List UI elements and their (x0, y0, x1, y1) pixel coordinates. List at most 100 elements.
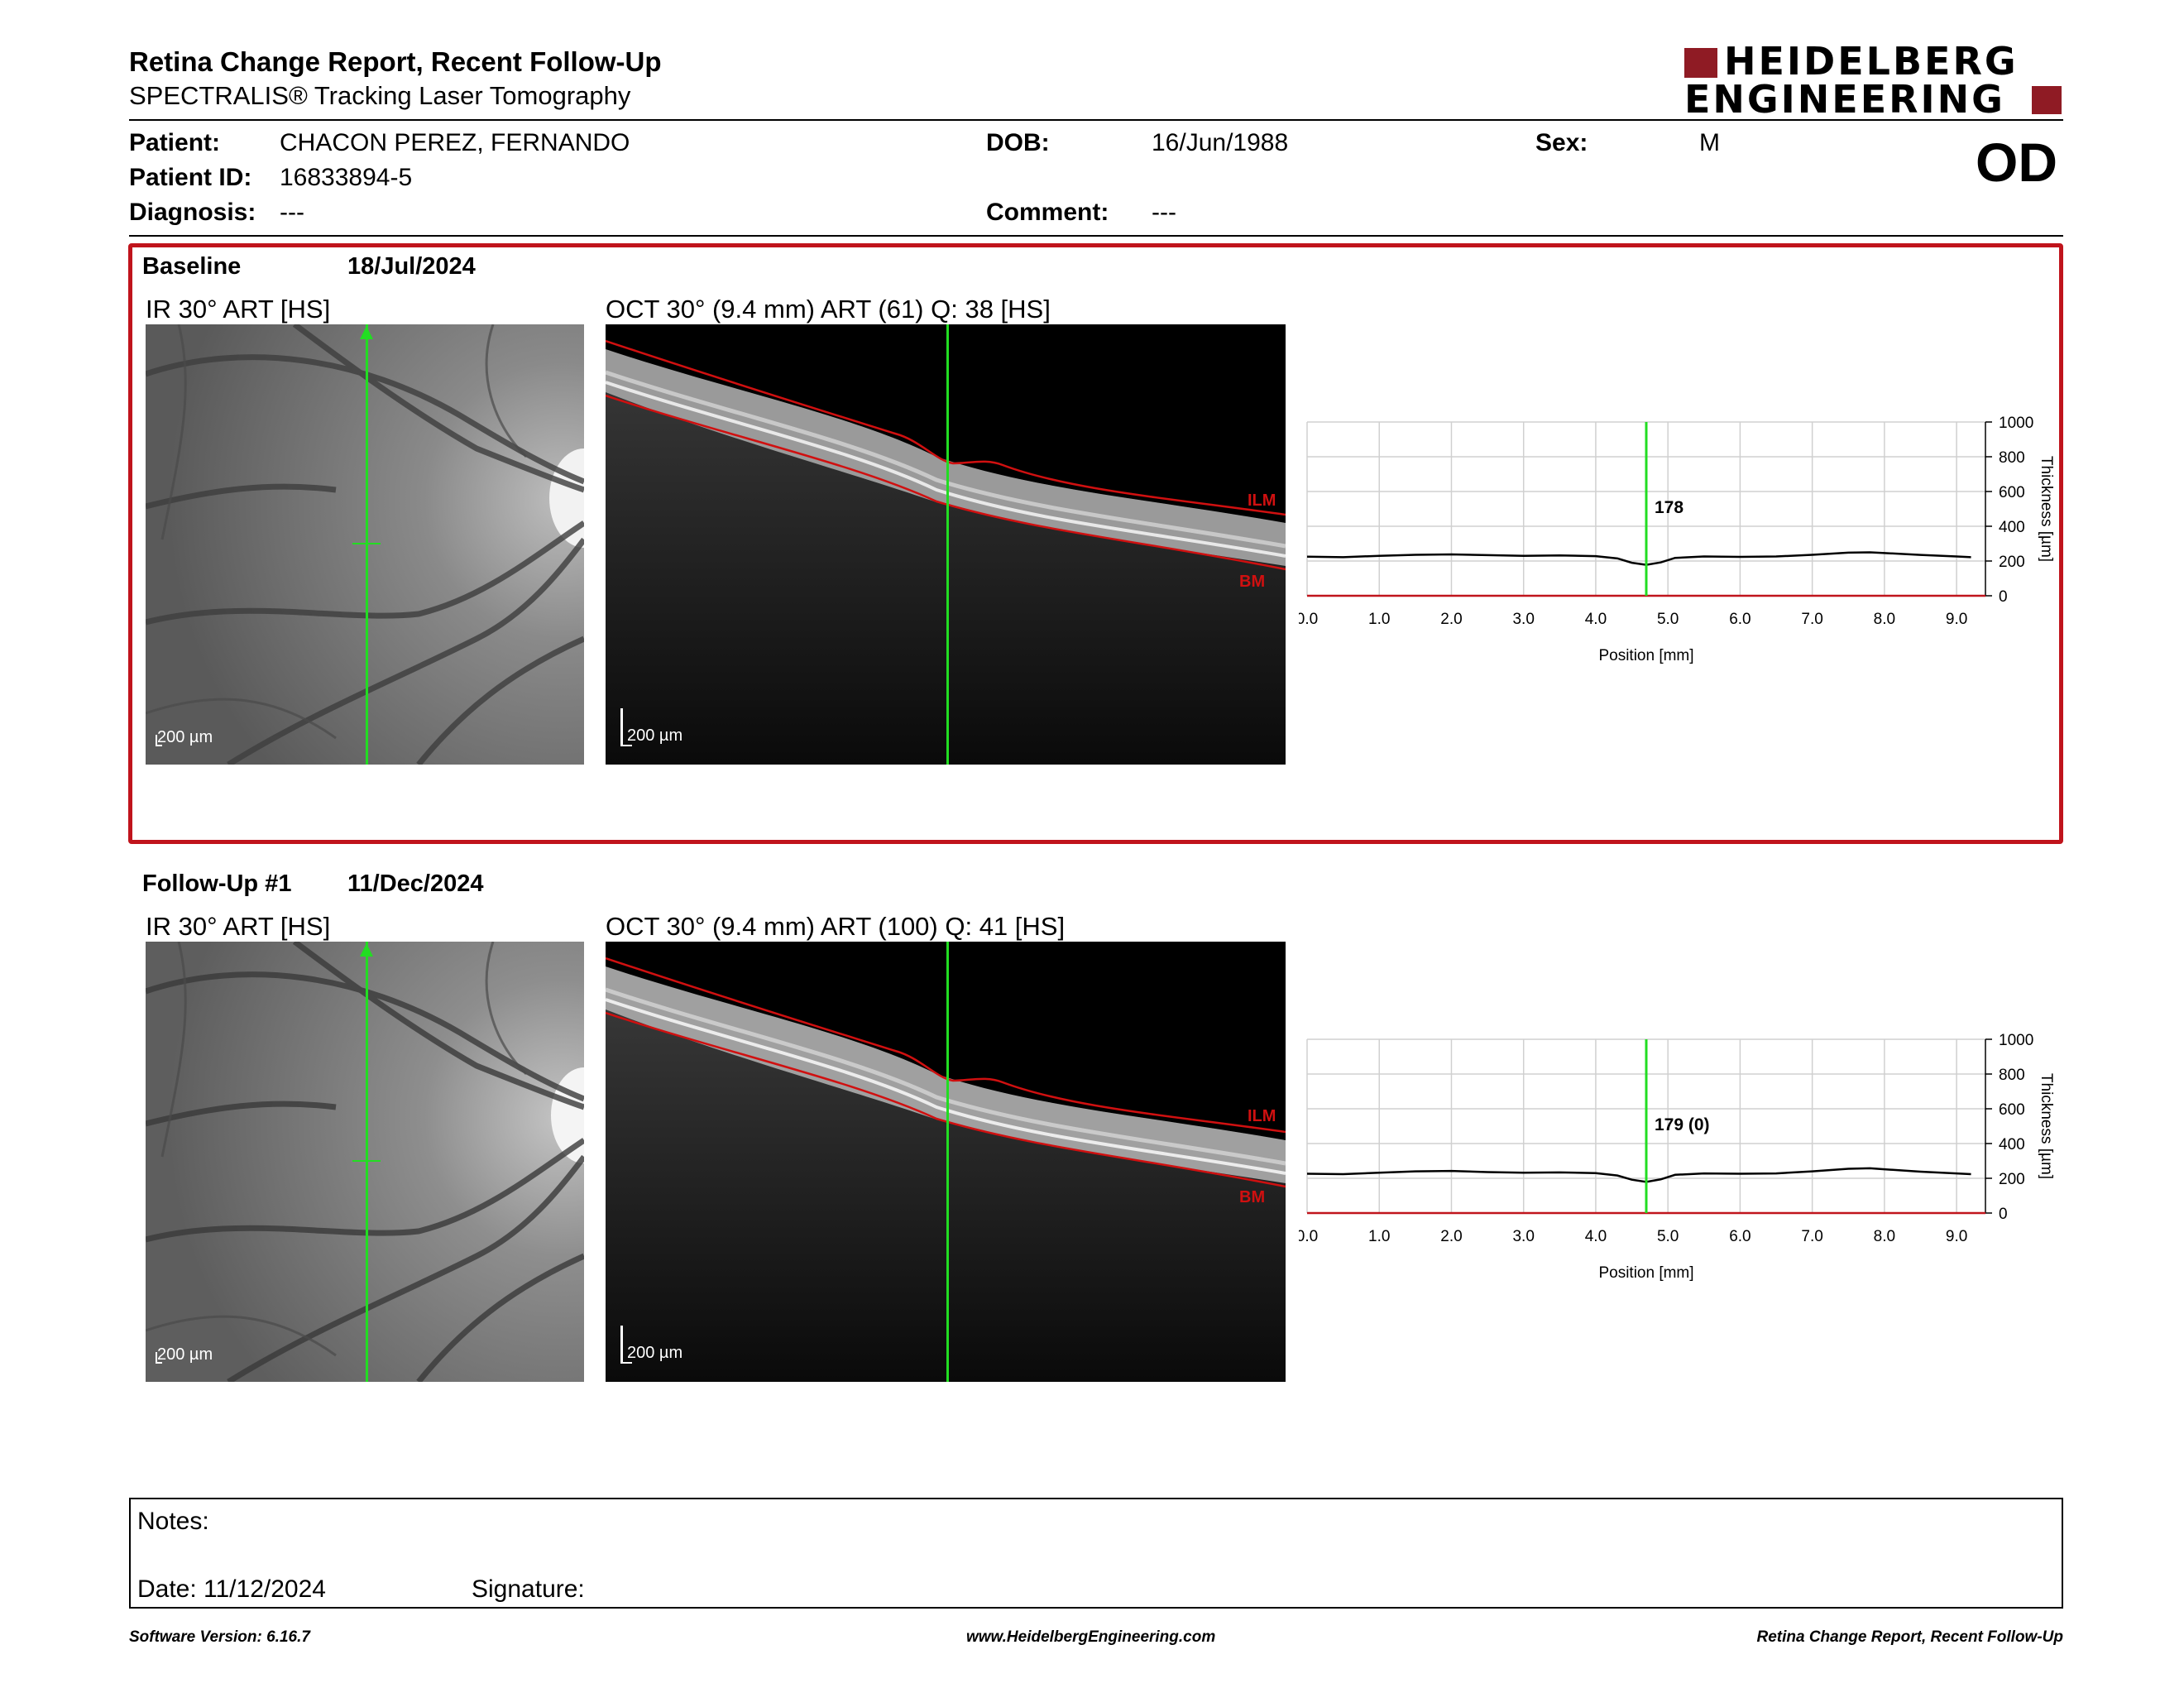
patient-id: 16833894-5 (280, 164, 413, 191)
thickness-series-line (1306, 551, 1971, 566)
logo-line1: HEIDELBERG (1724, 39, 2019, 84)
footer-website[interactable]: www.HeidelbergEngineering.com (966, 1628, 1216, 1646)
patient-divider (129, 235, 2063, 237)
x-tick-label: 1.0 (1368, 611, 1390, 628)
followup-ir-title: IR 30° ART [HS] (146, 912, 331, 941)
baseline-highlight-frame (128, 243, 2063, 844)
heidelberg-logo: HEIDELBERG ENGINEERING (1684, 39, 2062, 122)
y-tick-label: 600 (1999, 484, 2025, 501)
x-tick-label: 2.0 (1440, 1228, 1462, 1245)
baseline-bm-label: BM (1239, 573, 1266, 591)
report-title: Retina Change Report, Recent Follow-Up (129, 46, 662, 77)
header-divider (129, 119, 2063, 121)
followup-scan-line (366, 942, 368, 1382)
notes-label: Notes: (137, 1508, 209, 1535)
y-tick-label: 400 (1999, 519, 2025, 536)
footer-software-version: Software Version: 6.16.7 (129, 1628, 310, 1646)
followup-ir-scale: 200 µm (157, 1345, 213, 1364)
scan-direction-arrow-icon (360, 326, 373, 339)
followup-oct-scale: 200 µm (627, 1344, 683, 1362)
baseline-thickness-chart: 0 200 400 600 800 1000 0.0 1.0 2.0 3.0 4.0 5.0 6.0 7.… (1299, 415, 2055, 664)
x-tick-label: 6.0 (1729, 611, 1751, 628)
followup-oct-image: ILM BM 200 µm (606, 942, 1286, 1382)
baseline-oct-title: OCT 30° (9.4 mm) ART (61) Q: 38 [HS] (606, 295, 1051, 324)
y-tick-label: 600 (1999, 1101, 2025, 1119)
eye-indicator: OD (1976, 132, 2057, 193)
followup-date: 11/Dec/2024 (347, 870, 484, 897)
x-tick-label: 9.0 (1946, 1228, 1967, 1245)
x-tick-label: 4.0 (1585, 611, 1607, 628)
x-tick-label: 4.0 (1585, 1228, 1607, 1245)
logo-block-icon (2032, 86, 2062, 114)
report-subtitle: SPECTRALIS® Tracking Laser Tomography (129, 81, 631, 110)
y-tick-label: 200 (1999, 1171, 2025, 1188)
logo-line2: ENGINEERING (1684, 77, 2005, 122)
patient-id-label: Patient ID: (129, 164, 252, 191)
x-tick-label: 7.0 (1801, 1228, 1822, 1245)
followup-ilm-label: ILM (1248, 1107, 1276, 1125)
diagnosis-value: --- (280, 199, 304, 226)
baseline-label: Baseline (142, 253, 242, 280)
y-tick-label: 0 (1999, 1206, 2008, 1223)
x-tick-label: 3.0 (1512, 611, 1534, 628)
baseline-ilm-label: ILM (1248, 492, 1276, 510)
sex-label: Sex: (1535, 129, 1588, 156)
baseline-ir-title: IR 30° ART [HS] (146, 295, 331, 324)
baseline-oct-scale: 200 µm (627, 727, 683, 745)
comment-value: --- (1152, 199, 1176, 226)
baseline-oct-image: ILM BM 200 µm (606, 324, 1286, 765)
x-tick-label: 5.0 (1657, 1228, 1679, 1245)
followup-label: Follow-Up #1 (142, 870, 292, 897)
footer-report-name: Retina Change Report, Recent Follow-Up (1756, 1628, 2063, 1646)
baseline-scan-line (366, 324, 368, 765)
followup-ir-image: 200 µm (146, 942, 584, 1382)
x-tick-label: 5.0 (1657, 611, 1679, 628)
y-tick-label: 800 (1999, 449, 2025, 467)
y-tick-label: 1000 (1999, 415, 2033, 432)
logo-block-icon (1684, 48, 1717, 78)
followup-oct-title: OCT 30° (9.4 mm) ART (100) Q: 41 [HS] (606, 912, 1066, 941)
x-axis-label: Position [mm] (1598, 1264, 1693, 1282)
comment-label: Comment: (986, 199, 1109, 226)
y-tick-label: 0 (1999, 588, 2008, 606)
marker-value-label: 179 (0) (1655, 1115, 1710, 1134)
notes-box: Notes: Date: 11/12/2024 Signature: (129, 1498, 2063, 1609)
x-tick-label: 2.0 (1440, 611, 1462, 628)
diagnosis-label: Diagnosis: (129, 199, 256, 226)
y-tick-label: 400 (1999, 1136, 2025, 1153)
baseline-ir-image: 200 µm (146, 324, 584, 765)
x-tick-label: 6.0 (1729, 1228, 1751, 1245)
dob-label: DOB: (986, 129, 1050, 156)
baseline-ir-scale: 200 µm (157, 728, 213, 746)
thickness-series-line (1306, 1167, 1971, 1183)
baseline-date: 18/Jul/2024 (347, 253, 476, 280)
x-tick-label: 0.0 (1299, 1228, 1318, 1245)
notes-date: Date: 11/12/2024 (137, 1575, 326, 1603)
marker-value-label: 178 (1655, 498, 1684, 517)
x-tick-label: 8.0 (1874, 611, 1895, 628)
y-tick-label: 800 (1999, 1067, 2025, 1084)
followup-bm-label: BM (1239, 1188, 1266, 1206)
sex-value: M (1699, 129, 1720, 156)
scan-direction-arrow-icon (360, 943, 373, 957)
x-tick-label: 8.0 (1874, 1228, 1895, 1245)
y-axis-label: Thickness [µm] (2038, 456, 2055, 562)
x-tick-label: 0.0 (1299, 611, 1318, 628)
fovea-crosshair-icon (352, 1160, 381, 1162)
dob-value: 16/Jun/1988 (1152, 129, 1289, 156)
x-tick-label: 1.0 (1368, 1228, 1390, 1245)
y-tick-label: 200 (1999, 554, 2025, 571)
x-tick-label: 3.0 (1512, 1228, 1534, 1245)
y-axis-label: Thickness [µm] (2038, 1073, 2055, 1179)
signature-label: Signature: (472, 1575, 585, 1603)
fovea-crosshair-icon (352, 543, 381, 544)
patient-name: CHACON PEREZ, FERNANDO (280, 129, 630, 156)
followup-oct-scan-position (946, 942, 949, 1382)
baseline-oct-scan-position (946, 324, 949, 765)
followup-thickness-chart: 0 200 400 600 800 1000 0.0 1.0 2.0 3.0 4.0 5.0 6.0 7.… (1299, 1032, 2055, 1282)
x-axis-label: Position [mm] (1598, 647, 1693, 664)
x-tick-label: 7.0 (1801, 611, 1822, 628)
y-tick-label: 1000 (1999, 1032, 2033, 1049)
patient-label: Patient: (129, 129, 221, 156)
x-tick-label: 9.0 (1946, 611, 1967, 628)
